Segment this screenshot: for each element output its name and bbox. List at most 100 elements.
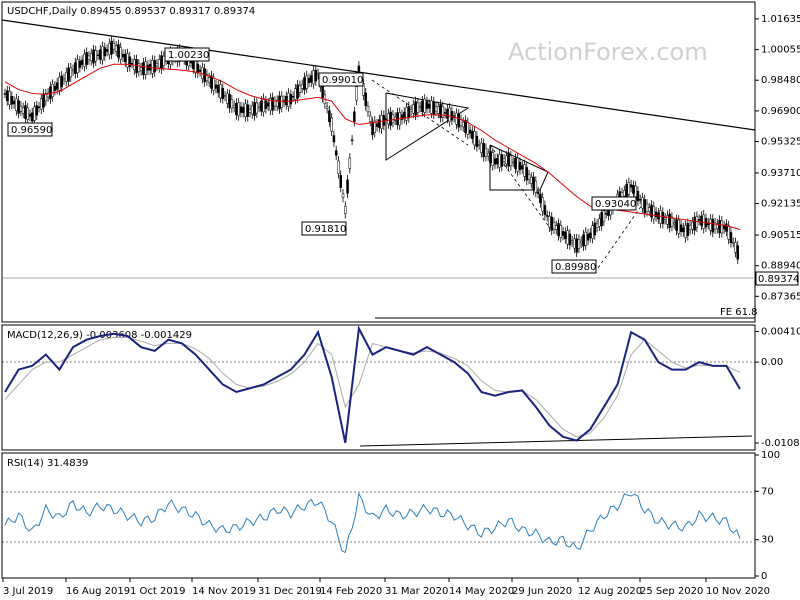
price-candle-264 [602, 210, 606, 222]
level-label-5: 0.89980 [555, 262, 596, 273]
price-candle-69 [160, 55, 163, 70]
price-candle-214 [489, 150, 492, 164]
price-candle-215 [491, 152, 494, 166]
price-candle-7 [19, 105, 23, 112]
price-candle-199 [455, 112, 458, 125]
price-candle-122 [280, 95, 284, 108]
price-ytick-8: 0.88940 [761, 261, 800, 272]
price-candle-38 [89, 53, 93, 62]
price-candle-167 [382, 115, 386, 126]
price-candle-50 [117, 44, 120, 58]
price-candle-245 [559, 225, 563, 238]
price-candle-113 [260, 100, 263, 112]
price-candle-284 [648, 207, 651, 212]
price-candle-148 [339, 175, 342, 188]
price-candle-207 [473, 131, 476, 146]
price-candle-253 [577, 239, 581, 249]
price-candle-102 [235, 102, 238, 116]
price-candle-44 [103, 47, 107, 57]
price-candle-86 [198, 69, 202, 72]
price-candle-255 [582, 234, 585, 247]
price-candle-16 [40, 98, 43, 110]
price-candle-216 [493, 158, 497, 165]
price-candle-36 [85, 52, 88, 65]
price-candle-39 [92, 49, 95, 64]
price-candle-137 [314, 69, 318, 82]
level-label-2: 0.96590 [11, 125, 52, 136]
price-candle-192 [439, 104, 442, 118]
price-candle-181 [414, 101, 417, 116]
current-price-label: 0.89374 [758, 274, 799, 285]
price-candle-312 [711, 218, 715, 233]
price-candle-25 [60, 75, 63, 88]
price-candle-196 [448, 107, 451, 122]
price-candle-301 [686, 223, 690, 236]
price-candle-221 [505, 155, 508, 165]
price-ytick-7: 0.90515 [761, 230, 800, 241]
price-candle-95 [219, 84, 222, 99]
price-candle-27 [65, 72, 68, 82]
price-candle-193 [441, 106, 445, 118]
price-candle-97 [223, 95, 227, 97]
rsi-layer [4, 492, 741, 554]
price-candle-171 [391, 114, 395, 123]
price-candle-150 [344, 205, 347, 214]
price-candle-99 [228, 94, 231, 109]
price-candle-180 [412, 104, 415, 114]
price-candle-105 [241, 107, 245, 113]
price-candle-66 [153, 60, 156, 73]
price-candle-8 [21, 107, 25, 114]
price-candle-159 [364, 92, 367, 107]
price-candle-1 [6, 90, 9, 102]
price-candle-67 [155, 63, 159, 67]
price-candle-317 [722, 225, 726, 230]
price-candle-163 [373, 120, 377, 133]
price-candle-101 [232, 104, 236, 108]
price-candle-236 [539, 193, 542, 204]
price-candle-58 [135, 59, 138, 74]
date-label-11: 10 Nov 2020 [706, 586, 770, 597]
price-candle-242 [552, 221, 556, 230]
price-candle-103 [237, 102, 240, 117]
macd-ytick-1: 0.00 [761, 357, 783, 368]
price-candle-54 [126, 53, 129, 68]
price-candle-51 [119, 47, 122, 60]
level-label-1: 0.99010 [322, 75, 363, 86]
price-candle-153 [350, 139, 354, 141]
price-candle-126 [289, 94, 293, 105]
price-candle-244 [557, 223, 560, 236]
price-candle-291 [663, 217, 667, 221]
price-panel-title: USDCHF,Daily 0.89455 0.89537 0.89317 0.8… [7, 6, 255, 17]
rsi-ytick-0: 100 [761, 450, 780, 461]
price-candle-32 [76, 59, 79, 74]
price-candle-142 [325, 106, 329, 109]
price-candle-273 [623, 190, 626, 197]
price-candle-187 [427, 103, 431, 109]
price-candle-179 [409, 109, 413, 112]
price-candle-129 [296, 84, 299, 99]
price-candle-275 [627, 182, 631, 195]
price-candle-191 [437, 106, 440, 114]
price-candle-68 [158, 59, 161, 69]
price-candle-116 [266, 102, 270, 107]
macd-signal-line [4, 336, 741, 438]
price-ytick-1: 1.00055 [761, 45, 800, 56]
price-candle-56 [130, 63, 134, 65]
price-candle-263 [600, 212, 603, 227]
price-candle-131 [300, 84, 304, 89]
price-candle-228 [520, 165, 524, 170]
price-candle-132 [303, 77, 306, 91]
level-label-3: 0.91810 [305, 224, 346, 235]
price-candle-40 [94, 50, 97, 62]
price-candle-248 [566, 230, 569, 245]
price-candle-322 [734, 242, 737, 253]
price-candle-237 [541, 197, 544, 212]
price-candle-130 [298, 85, 302, 93]
price-candle-218 [498, 154, 501, 168]
price-candle-30 [71, 69, 75, 72]
price-candle-226 [516, 157, 519, 172]
price-candle-21 [51, 83, 54, 98]
price-candle-285 [650, 204, 653, 218]
price-candle-119 [273, 100, 277, 107]
price-candle-4 [12, 100, 16, 105]
